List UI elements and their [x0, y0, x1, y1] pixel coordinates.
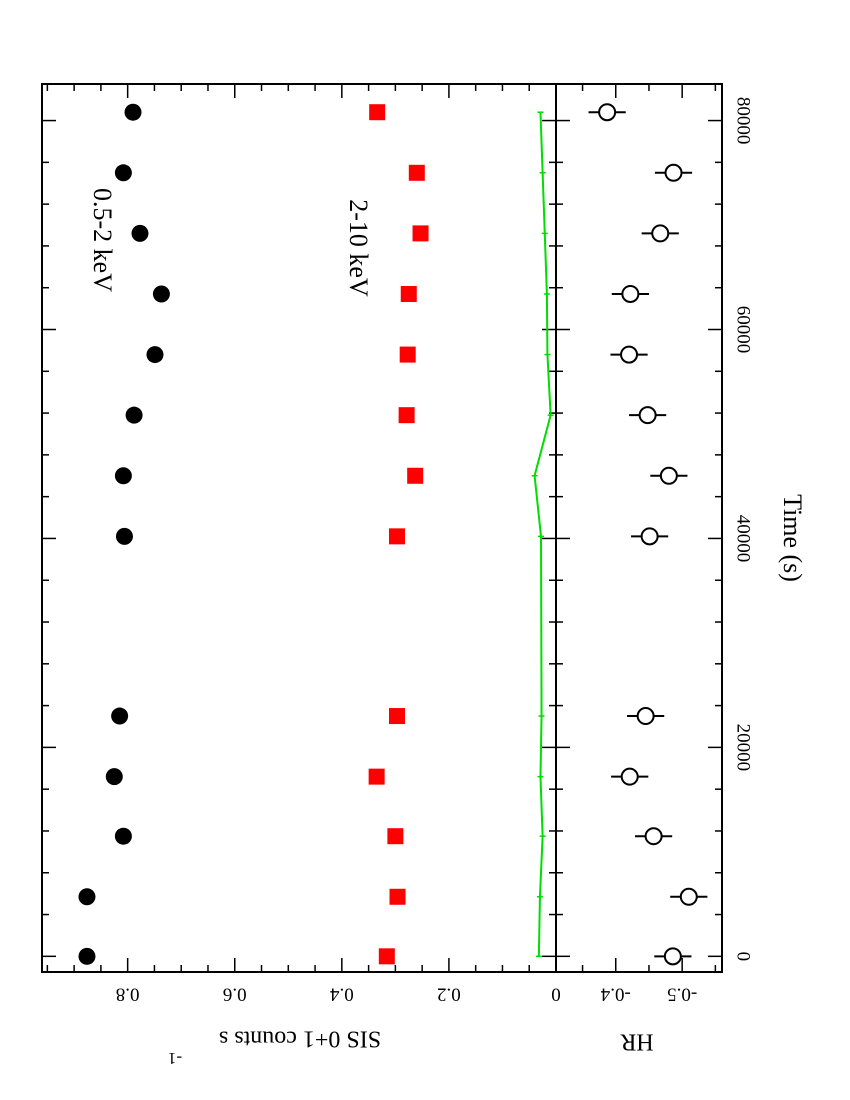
- soft-band-point: [125, 406, 143, 424]
- time-tick-label: 60000: [733, 306, 754, 354]
- rate-tick-label: 0.8: [116, 984, 140, 1005]
- text-layer: 0 20000 40000 60000 80000 Time (s) 0 0.2 0.4 0.6 0…: [88, 97, 807, 1068]
- hr-point: [638, 406, 657, 425]
- soft-band-point: [124, 103, 142, 121]
- time-axis-label: Time (s): [778, 494, 807, 582]
- hr-axis-label: HR: [620, 1028, 653, 1054]
- soft-band-point: [114, 467, 132, 485]
- soft-band-point: [114, 827, 132, 845]
- hr-point: [620, 767, 639, 786]
- hr-point: [620, 345, 639, 364]
- hard-band-point: [387, 828, 404, 845]
- soft-band-point: [78, 947, 96, 965]
- rate-tick-label: 0.2: [437, 984, 461, 1005]
- soft-band-point: [105, 768, 123, 786]
- hard-band-annotation: 2-10 keV: [344, 199, 373, 297]
- rate-tick-label: 0: [551, 984, 561, 1005]
- hard-band-point: [408, 164, 425, 181]
- time-tick-label: 80000: [733, 97, 754, 144]
- hr-point: [651, 224, 670, 243]
- background-line: [533, 112, 552, 957]
- hr-point: [636, 707, 655, 726]
- hr-tick-label: -0.5: [667, 984, 697, 1005]
- soft-band-point: [146, 346, 164, 364]
- rate-tick-label: 0.6: [223, 984, 247, 1005]
- soft-band-point: [111, 707, 129, 725]
- hr-point: [598, 103, 617, 122]
- rate-axis-label-superscript: -1: [168, 1049, 182, 1068]
- hard-band-point: [412, 225, 429, 242]
- time-tick-label: 20000: [733, 724, 754, 772]
- hard-band-point: [368, 768, 385, 785]
- soft-band-point: [114, 164, 132, 182]
- hr-point: [640, 527, 659, 546]
- soft-band-annotation: 0.5-2 keV: [88, 188, 117, 292]
- rate-tick-label: 0.4: [329, 984, 353, 1005]
- time-tick-label: 0: [733, 952, 754, 962]
- hr-point: [679, 887, 698, 906]
- hard-band-point: [400, 285, 417, 302]
- hard-band-point: [388, 708, 405, 725]
- hard-band-point: [407, 467, 424, 484]
- hr-point: [644, 827, 663, 846]
- hr-point: [663, 947, 682, 966]
- marks-layer: [78, 103, 708, 966]
- hard-band-point: [369, 104, 386, 121]
- soft-band-point: [115, 527, 133, 545]
- hard-band-point: [398, 407, 415, 424]
- time-tick-label: 40000: [733, 515, 754, 563]
- soft-band-point: [152, 285, 170, 303]
- hard-band-point: [388, 528, 405, 545]
- hr-point: [659, 466, 678, 485]
- hard-band-point: [399, 346, 416, 363]
- hr-tick-label: -0.4: [600, 984, 631, 1005]
- hr-point: [664, 163, 683, 182]
- hr-point: [621, 284, 640, 303]
- soft-band-point: [78, 888, 96, 906]
- rate-axis-label: SIS 0+1 counts s: [219, 1025, 381, 1051]
- hr-panel-frame: [555, 83, 723, 973]
- hard-band-point: [389, 888, 406, 905]
- soft-band-point: [131, 224, 149, 242]
- axes-layer: [41, 83, 723, 973]
- hard-band-point: [378, 948, 395, 965]
